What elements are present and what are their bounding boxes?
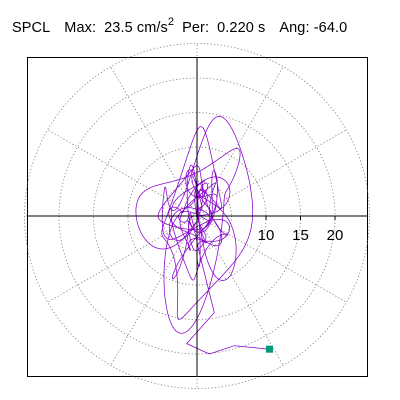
radial-tick-label-10: 10 (258, 227, 275, 244)
grid-ring-25 (24, 43, 370, 389)
grid-spoke-300 (196, 215, 284, 366)
grid-spoke-60 (196, 66, 284, 217)
grid-spoke-150 (47, 129, 198, 217)
end-marker-layer (265, 345, 273, 353)
max-label: Max: (64, 19, 97, 36)
grid-spoke-30 (196, 129, 347, 217)
chart-header: SPCL Max: 23.5 cm/s2 Per: 0.220 s Ang: -64.0 (12, 16, 348, 36)
acceleration-trace (135, 115, 270, 355)
grid-spoke-120 (110, 66, 198, 217)
max-value: 23.5 (104, 19, 133, 36)
grid-spoke-240 (110, 215, 198, 366)
max-unit-exponent: 2 (167, 16, 175, 28)
max-unit: cm/s (136, 19, 168, 36)
period-label: Per: (182, 19, 210, 36)
end-point-marker (265, 345, 273, 353)
motion-trace (135, 115, 270, 355)
grid-spoke-210 (47, 215, 198, 303)
radial-tick-labels: 10 15 20 (258, 227, 344, 244)
period-value: 0.220 s (217, 19, 266, 36)
station-name: SPCL (12, 19, 51, 36)
angle-value: -64.0 (313, 19, 348, 36)
radial-tick-label-15: 15 (292, 227, 309, 244)
angle-label: Ang: (279, 19, 310, 36)
radial-tick-label-20: 20 (327, 227, 344, 244)
axes (27, 57, 368, 377)
grid-spoke-330 (196, 215, 347, 303)
